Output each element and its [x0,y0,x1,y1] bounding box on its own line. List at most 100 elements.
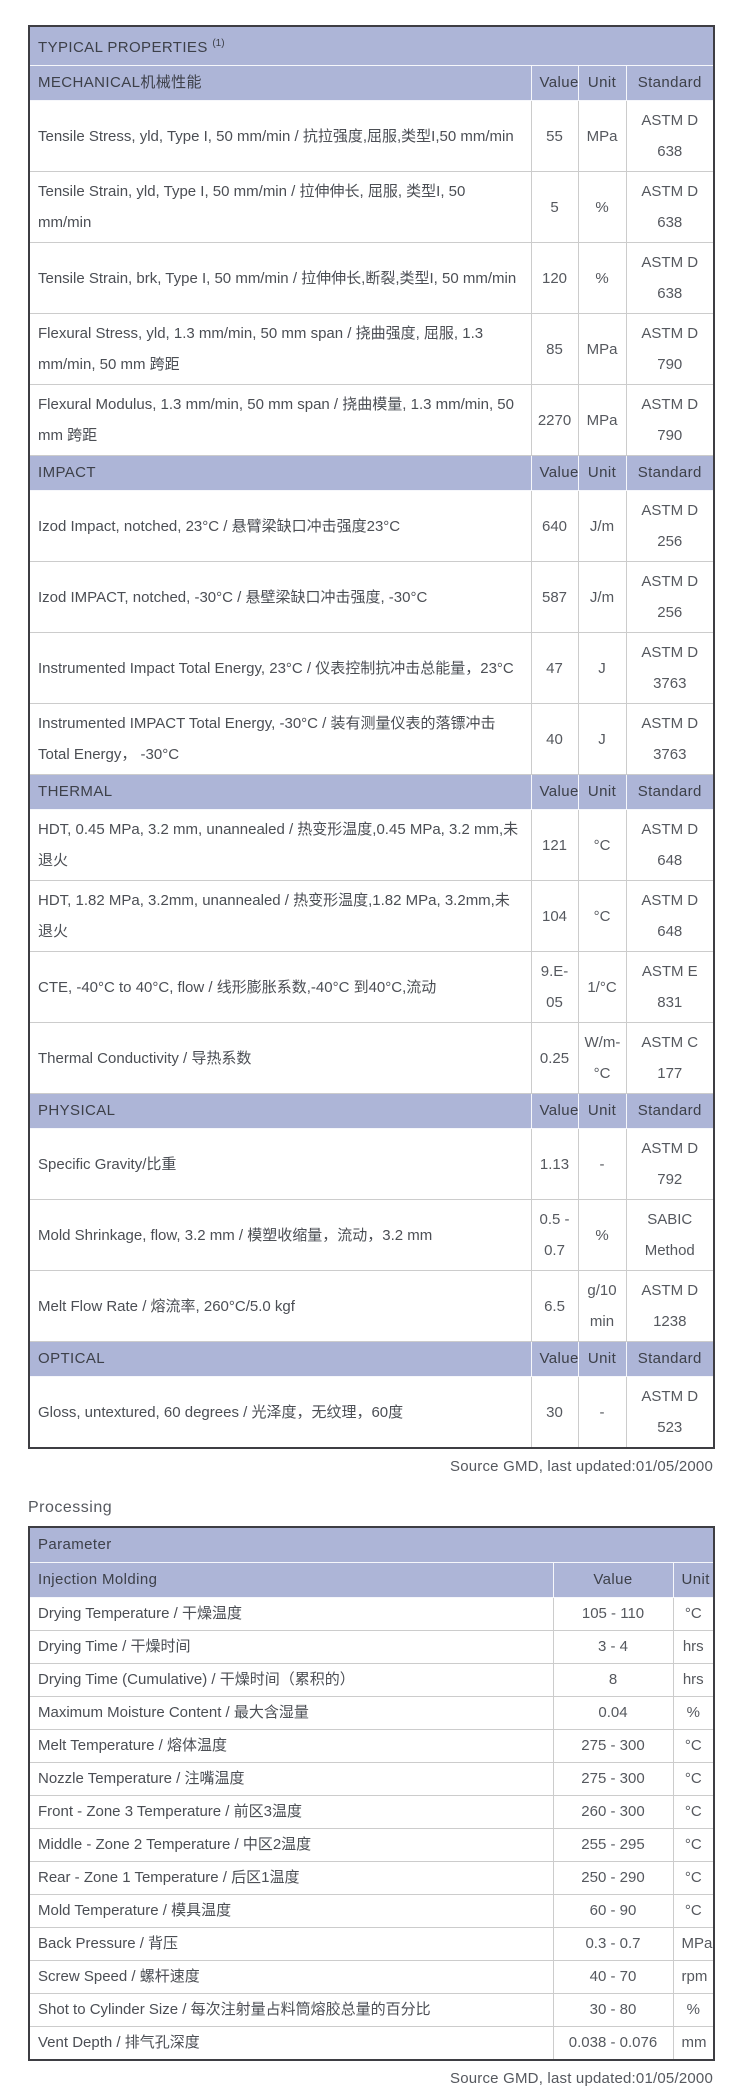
standard-cell: ASTM E 831 [625,951,715,1023]
property-cell: Tensile Strain, brk, Type I, 50 mm/min /… [28,242,532,314]
table-title-text: TYPICAL PROPERTIES [38,39,208,56]
value-cell: 0.25 [530,1022,579,1094]
property-cell: Instrumented IMPACT Total Energy, -30°C … [28,703,532,775]
column-header-unit: Unit [577,65,627,101]
value-cell: 30 - 80 [552,1993,674,2027]
parameter-cell: Screw Speed / 螺杆速度 [28,1960,554,1994]
value-cell: 260 - 300 [552,1795,674,1829]
value-cell: 275 - 300 [552,1762,674,1796]
parameter-cell: Maximum Moisture Content / 最大含湿量 [28,1696,554,1730]
property-cell: Specific Gravity/比重 [28,1128,532,1200]
table-row: Vent Depth / 排气孔深度 0.038 - 0.076 mm [28,2026,715,2061]
value-cell: 8 [552,1663,674,1697]
property-cell: Flexural Stress, yld, 1.3 mm/min, 50 mm … [28,313,532,385]
column-header-unit: Unit [577,1093,627,1129]
property-cell: Melt Flow Rate / 熔流率, 260°C/5.0 kgf [28,1270,532,1342]
unit-cell: J [577,632,627,704]
parameter-cell: Middle - Zone 2 Temperature / 中区2温度 [28,1828,554,1862]
column-header-unit: Unit [672,1562,715,1598]
injection-molding-header-row: Injection Molding Value Unit [28,1562,715,1598]
unit-cell: °C [672,1861,715,1895]
value-cell: 30 [530,1376,579,1449]
parameter-header-row: Parameter [28,1526,715,1563]
table-row: Mold Temperature / 模具温度 60 - 90 °C [28,1894,715,1928]
value-cell: 275 - 300 [552,1729,674,1763]
table-row: Gloss, untextured, 60 degrees / 光泽度，无纹理，… [28,1376,715,1449]
standard-cell: ASTM D 256 [625,561,715,633]
table-row: Flexural Stress, yld, 1.3 mm/min, 50 mm … [28,313,715,385]
table-row: Front - Zone 3 Temperature / 前区3温度 260 -… [28,1795,715,1829]
value-cell: 587 [530,561,579,633]
column-header-unit: Unit [577,455,627,491]
table-row: Nozzle Temperature / 注嘴温度 275 - 300 °C [28,1762,715,1796]
property-cell: Thermal Conductivity / 导热系数 [28,1022,532,1094]
unit-cell: rpm [672,1960,715,1994]
table-row: CTE, -40°C to 40°C, flow / 线形膨胀系数,-40°C … [28,951,715,1023]
footnote-marker: (1) [212,38,225,49]
table-row: Izod Impact, notched, 23°C / 悬臂梁缺口冲击强度23… [28,490,715,562]
value-cell: 0.5 - 0.7 [530,1199,579,1271]
value-cell: 6.5 [530,1270,579,1342]
property-cell: Izod IMPACT, notched, -30°C / 悬壁梁缺口冲击强度,… [28,561,532,633]
column-header-value: Value [530,455,579,491]
value-cell: 60 - 90 [552,1894,674,1928]
property-cell: Tensile Stress, yld, Type I, 50 mm/min /… [28,100,532,172]
standard-cell: ASTM D 1238 [625,1270,715,1342]
table-row: Drying Temperature / 干燥温度 105 - 110 °C [28,1597,715,1631]
source-note: Source GMD, last updated:01/05/2000 [450,1458,713,1475]
parameter-cell: Front - Zone 3 Temperature / 前区3温度 [28,1795,554,1829]
value-cell: 85 [530,313,579,385]
unit-cell: % [672,1993,715,2027]
value-cell: 1.13 [530,1128,579,1200]
table-title-row: TYPICAL PROPERTIES (1) [28,25,715,66]
column-header-value: Value [530,774,579,810]
unit-cell: % [577,242,627,314]
unit-cell: hrs [672,1630,715,1664]
parameter-header: Parameter [28,1526,715,1563]
standard-cell: ASTM D 3763 [625,703,715,775]
property-cell: Izod Impact, notched, 23°C / 悬臂梁缺口冲击强度23… [28,490,532,562]
value-cell: 105 - 110 [552,1597,674,1631]
unit-cell: MPa [577,384,627,456]
value-cell: 250 - 290 [552,1861,674,1895]
unit-cell: 1/°C [577,951,627,1023]
parameter-cell: Drying Time / 干燥时间 [28,1630,554,1664]
standard-cell: ASTM D 3763 [625,632,715,704]
unit-cell: J [577,703,627,775]
value-cell: 47 [530,632,579,704]
processing-heading: Processing [28,1499,113,1516]
standard-cell: ASTM D 638 [625,100,715,172]
value-cell: 9.E-05 [530,951,579,1023]
typical-properties-table: TYPICAL PROPERTIES (1) MECHANICAL机械性能 Va… [28,25,715,1449]
unit-cell: J/m [577,490,627,562]
table-row: Tensile Stress, yld, Type I, 50 mm/min /… [28,100,715,172]
standard-cell: ASTM D 792 [625,1128,715,1200]
column-header-standard: Standard [625,1093,715,1129]
subheader: Injection Molding [28,1562,554,1598]
unit-cell: W/m-°C [577,1022,627,1094]
table-row: Middle - Zone 2 Temperature / 中区2温度 255 … [28,1828,715,1862]
parameter-cell: Rear - Zone 1 Temperature / 后区1温度 [28,1861,554,1895]
column-header-value: Value [530,1093,579,1129]
table-row: HDT, 0.45 MPa, 3.2 mm, unannealed / 热变形温… [28,809,715,881]
value-cell: 255 - 295 [552,1828,674,1862]
standard-cell: ASTM D 790 [625,384,715,456]
table-row: Tensile Strain, brk, Type I, 50 mm/min /… [28,242,715,314]
table-row: Thermal Conductivity / 导热系数 0.25 W/m-°C … [28,1022,715,1094]
column-header-standard: Standard [625,65,715,101]
table-row: Screw Speed / 螺杆速度 40 - 70 rpm [28,1960,715,1994]
standard-cell: ASTM C 177 [625,1022,715,1094]
property-cell: Mold Shrinkage, flow, 3.2 mm / 模塑收缩量，流动，… [28,1199,532,1271]
value-cell: 40 [530,703,579,775]
unit-cell: mm [672,2026,715,2061]
section-name: IMPACT [28,455,532,491]
unit-cell: °C [672,1729,715,1763]
parameter-cell: Shot to Cylinder Size / 每次注射量占料筒熔胶总量的百分比 [28,1993,554,2027]
value-cell: 104 [530,880,579,952]
value-cell: 40 - 70 [552,1960,674,1994]
property-cell: Instrumented Impact Total Energy, 23°C /… [28,632,532,704]
table-row: Flexural Modulus, 1.3 mm/min, 50 mm span… [28,384,715,456]
column-header-standard: Standard [625,1341,715,1377]
value-cell: 2270 [530,384,579,456]
table-row: Drying Time (Cumulative) / 干燥时间（累积的） 8 h… [28,1663,715,1697]
